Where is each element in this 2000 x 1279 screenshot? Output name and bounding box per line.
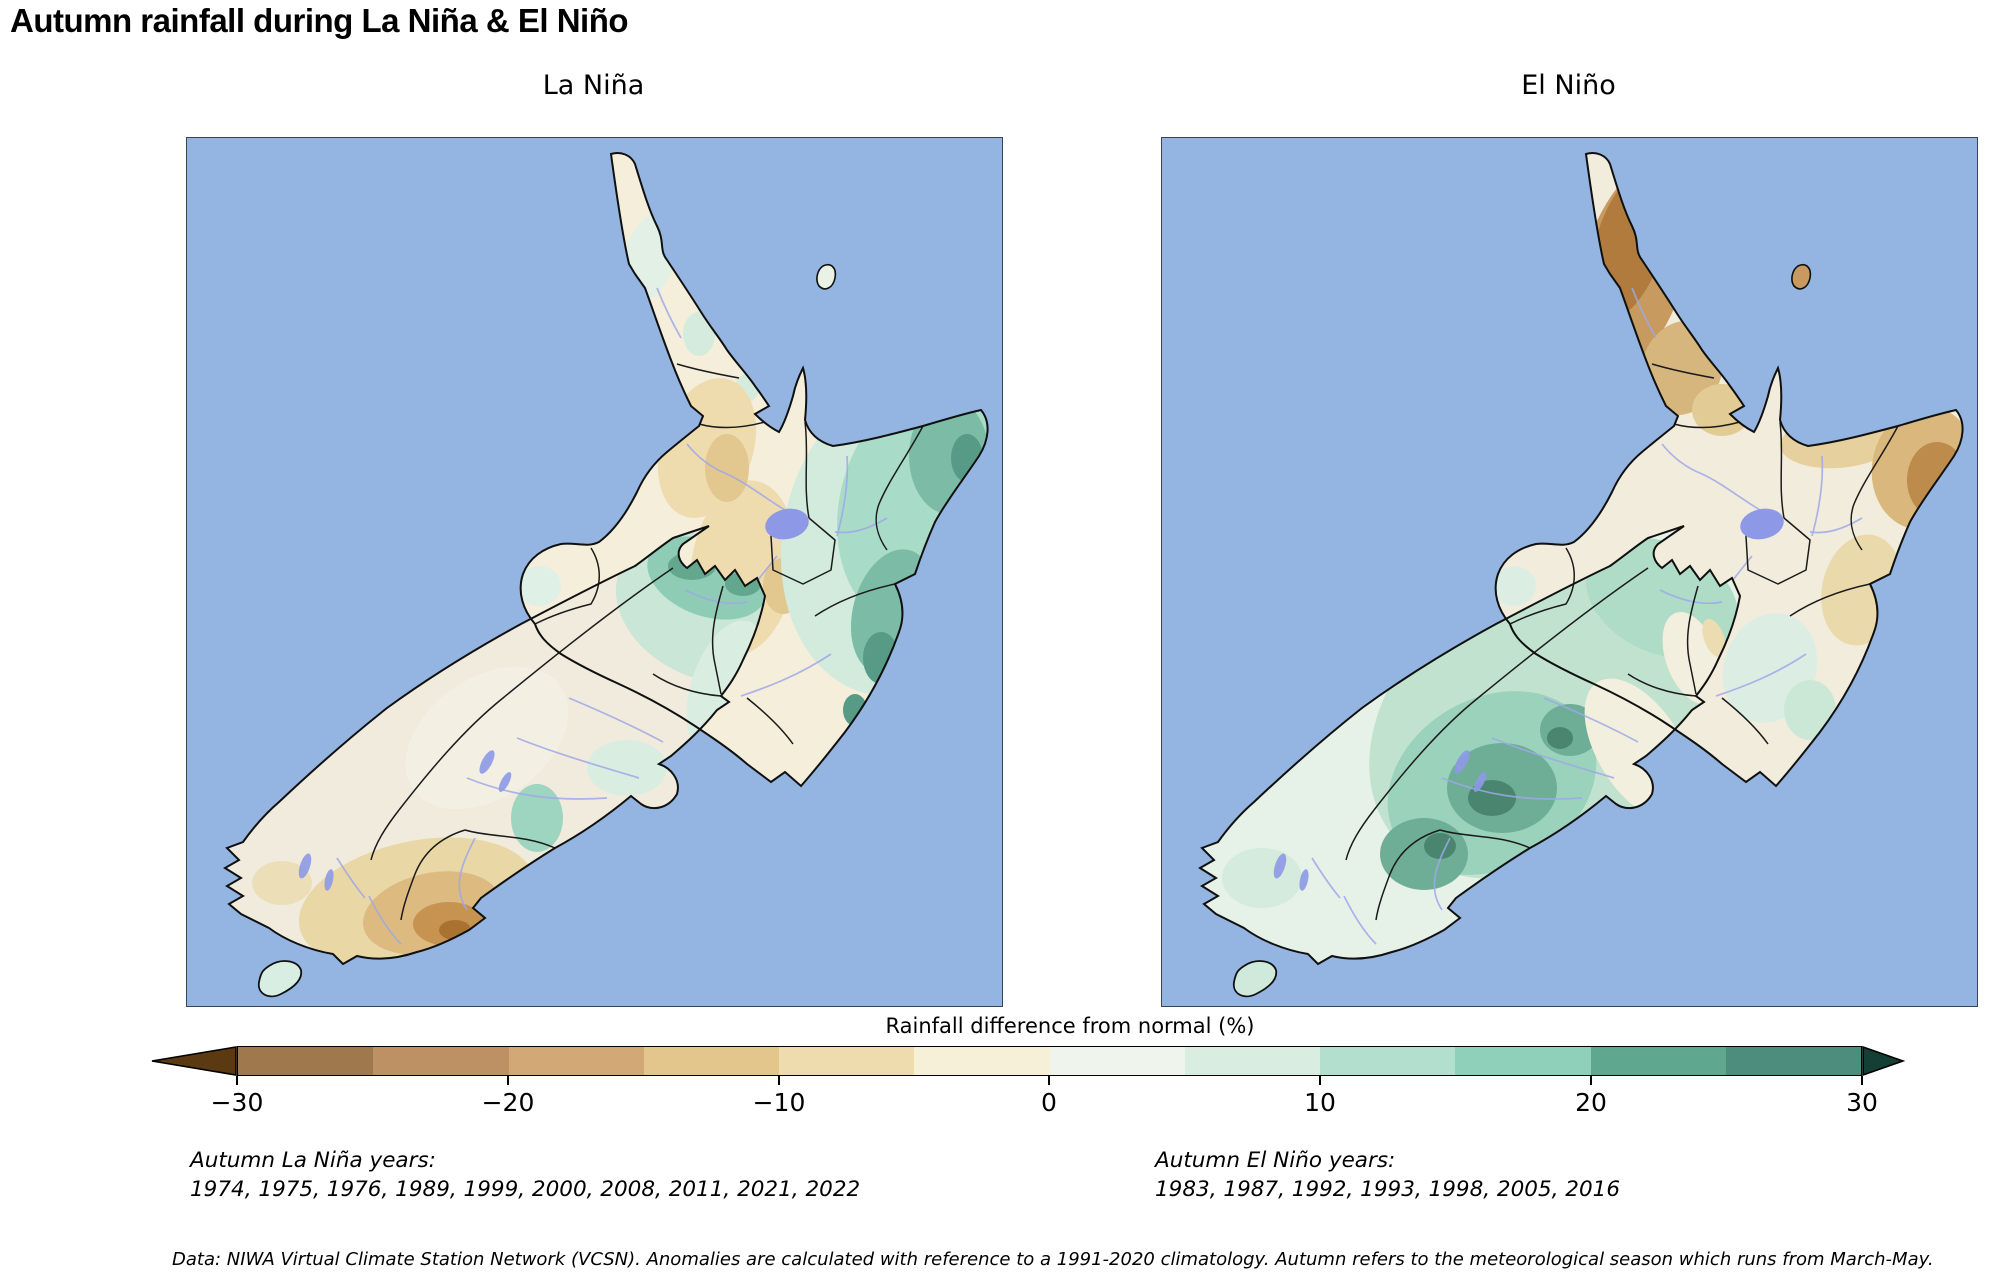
colorbar-segment [779, 1047, 915, 1075]
colorbar-under-arrow [151, 1046, 237, 1076]
colorbar-tick-label: 0 [1041, 1088, 1057, 1117]
colorbar: −30 −20 −10 0 10 20 30 [150, 1046, 1905, 1117]
lake-taupo [765, 508, 809, 540]
source-note: Data: NIWA Virtual Climate Station Netwo… [172, 1249, 1934, 1270]
colorbar-segment [508, 1047, 644, 1075]
colorbar-segment [1725, 1047, 1861, 1075]
colorbar-tick [1319, 1076, 1321, 1085]
footnote-la-nina-list: 1974, 1975, 1976, 1989, 1999, 2000, 2008… [190, 1177, 861, 1202]
footnote-la-nina-years: Autumn La Niña years: 1974, 1975, 1976, … [190, 1146, 860, 1204]
panel-title-la-nina: La Niña [542, 70, 645, 101]
great-barrier-island [1791, 263, 1812, 290]
panel-title-el-nino: El Niño [1521, 70, 1616, 101]
colorbar-tick-label: −10 [752, 1088, 806, 1117]
map-panel-el-nino [1161, 137, 1978, 1007]
colorbar-segment [373, 1047, 509, 1075]
colorbar-scale [237, 1046, 1862, 1076]
colorbar-title: Rainfall difference from normal (%) [885, 1014, 1255, 1038]
footnote-el-nino-heading: Autumn El Niño years: [1155, 1148, 1396, 1173]
lake-taupo [1740, 508, 1784, 540]
great-barrier-island [816, 263, 837, 290]
colorbar-segment [1320, 1047, 1456, 1075]
colorbar-segment [914, 1047, 1050, 1075]
map-la-nina [187, 138, 1002, 1006]
map-panel-la-nina [186, 137, 1003, 1007]
colorbar-tick [1048, 1076, 1050, 1085]
colorbar-segment [238, 1047, 374, 1075]
footnote-el-nino-years: Autumn El Niño years: 1983, 1987, 1992, … [1155, 1146, 1620, 1204]
colorbar-tick [236, 1076, 238, 1085]
colorbar-segment [1455, 1047, 1591, 1075]
colorbar-segment [1049, 1047, 1185, 1075]
colorbar-segment [643, 1047, 779, 1075]
colorbar-tick [1861, 1076, 1863, 1085]
footnote-el-nino-list: 1983, 1987, 1992, 1993, 1998, 2005, 2016 [1155, 1177, 1621, 1202]
colorbar-segment [1590, 1047, 1726, 1075]
colorbar-tick-label: −20 [481, 1088, 535, 1117]
map-el-nino [1162, 138, 1977, 1006]
colorbar-segment [1184, 1047, 1320, 1075]
colorbar-tick [507, 1076, 509, 1085]
colorbar-over-arrow [1862, 1046, 1905, 1076]
colorbar-tick-label: 10 [1304, 1088, 1336, 1117]
colorbar-tick [1590, 1076, 1592, 1085]
colorbar-tick-label: −30 [210, 1088, 264, 1117]
colorbar-tick-label: 20 [1575, 1088, 1607, 1117]
footnote-la-nina-heading: Autumn La Niña years: [190, 1148, 436, 1173]
colorbar-tick [778, 1076, 780, 1085]
figure-title: Autumn rainfall during La Niña & El Niño [10, 2, 629, 39]
colorbar-tick-label: 30 [1846, 1088, 1878, 1117]
